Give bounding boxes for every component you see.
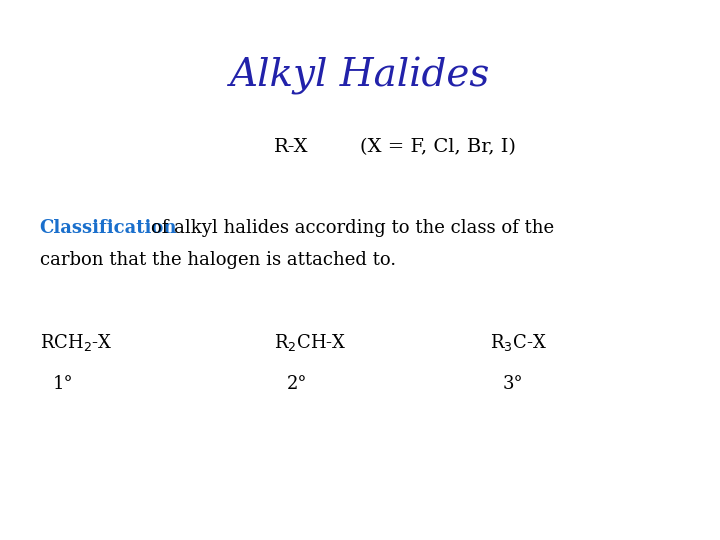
Text: 3°: 3° (503, 375, 523, 393)
Text: 1°: 1° (53, 375, 73, 393)
Text: (X = F, Cl, Br, I): (X = F, Cl, Br, I) (360, 138, 516, 156)
Text: R$_3$C-X: R$_3$C-X (490, 332, 546, 353)
Text: Alkyl Halides: Alkyl Halides (230, 57, 490, 94)
Text: RCH$_2$-X: RCH$_2$-X (40, 332, 112, 353)
Text: carbon that the halogen is attached to.: carbon that the halogen is attached to. (40, 251, 396, 269)
Text: Classification: Classification (40, 219, 177, 237)
Text: R-X: R-X (274, 138, 308, 156)
Text: of alkyl halides according to the class of the: of alkyl halides according to the class … (151, 219, 554, 237)
Text: R$_2$CH-X: R$_2$CH-X (274, 332, 346, 353)
Text: 2°: 2° (287, 375, 307, 393)
